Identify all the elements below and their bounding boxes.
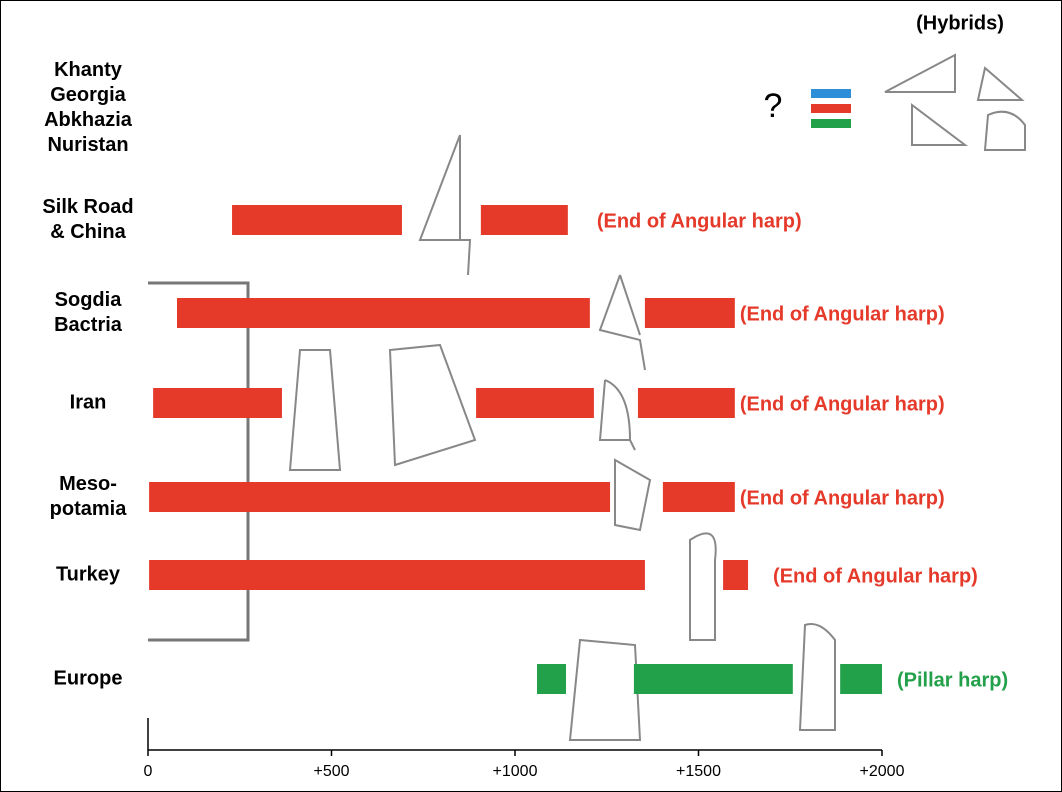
x-tick-label: +500 bbox=[313, 763, 349, 780]
row-label: Bactria bbox=[54, 314, 123, 336]
row-note: (End of Angular harp) bbox=[773, 565, 978, 587]
bar-segment bbox=[177, 298, 590, 328]
row-label: Meso- bbox=[59, 473, 117, 495]
x-tick-label: +2000 bbox=[860, 763, 905, 780]
bar-segment bbox=[232, 205, 402, 235]
legend-swatch bbox=[811, 104, 851, 113]
x-tick-label: 0 bbox=[144, 763, 153, 780]
bar-segment bbox=[638, 388, 735, 418]
legend-swatch bbox=[811, 89, 851, 98]
row-note: (End of Angular harp) bbox=[740, 303, 945, 325]
row-label: Sogdia bbox=[55, 289, 123, 311]
row-note: (End of Angular harp) bbox=[740, 487, 945, 509]
bar-segment bbox=[723, 560, 748, 590]
row-note: (Pillar harp) bbox=[897, 669, 1008, 691]
row-label: Abkhazia bbox=[44, 109, 133, 131]
bar-segment bbox=[537, 664, 566, 694]
bar-segment bbox=[634, 664, 793, 694]
bar-segment bbox=[476, 388, 594, 418]
row-label: Silk Road bbox=[42, 196, 133, 218]
unknown-mark: ? bbox=[764, 87, 783, 125]
x-tick-label: +1500 bbox=[676, 763, 721, 780]
bar-segment bbox=[149, 560, 645, 590]
x-tick-label: +1000 bbox=[493, 763, 538, 780]
bar-segment bbox=[645, 298, 735, 328]
chart: (Hybrids) ? 0 +500 +1000 +1500 +2000 Khanty Ge… bbox=[0, 0, 1062, 792]
bar-segment bbox=[149, 482, 610, 512]
row-label: Iran bbox=[70, 391, 107, 413]
legend-swatch bbox=[811, 119, 851, 128]
row-label: Khanty bbox=[54, 59, 123, 81]
hybrids-label: (Hybrids) bbox=[916, 12, 1004, 34]
row-label: Nuristan bbox=[47, 134, 128, 156]
row-label: Georgia bbox=[50, 84, 126, 106]
row-label: Europe bbox=[54, 667, 123, 689]
row-label: potamia bbox=[50, 498, 128, 520]
bar-segment bbox=[840, 664, 882, 694]
row-label: Turkey bbox=[56, 563, 121, 585]
row-label: & China bbox=[50, 221, 126, 243]
row-note: (End of Angular harp) bbox=[597, 210, 802, 232]
row-note: (End of Angular harp) bbox=[740, 393, 945, 415]
bar-segment bbox=[663, 482, 735, 512]
bar-segment bbox=[153, 388, 282, 418]
bar-segment bbox=[481, 205, 568, 235]
